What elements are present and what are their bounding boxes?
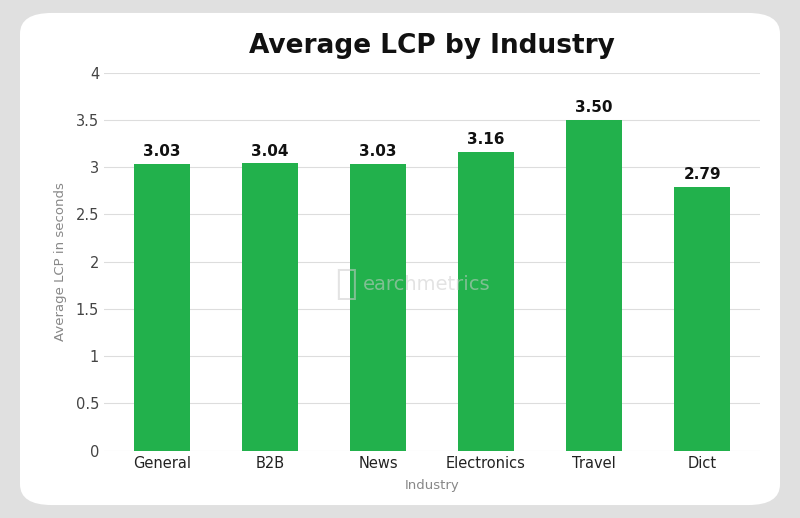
Text: earchmetrics: earchmetrics (363, 275, 490, 294)
Text: 2.79: 2.79 (683, 167, 721, 182)
Bar (674, 187, 730, 451)
Bar (458, 152, 514, 451)
Text: Ⓢ: Ⓢ (335, 267, 357, 301)
Text: 3.03: 3.03 (143, 145, 181, 160)
Text: 3.16: 3.16 (467, 132, 505, 147)
Text: 3.03: 3.03 (359, 145, 397, 160)
Title: Average LCP by Industry: Average LCP by Industry (249, 33, 615, 59)
Bar (242, 163, 298, 451)
Text: 3.04: 3.04 (251, 143, 289, 159)
Bar (566, 120, 622, 451)
Text: 3.50: 3.50 (575, 100, 613, 115)
X-axis label: Industry: Industry (405, 479, 459, 492)
Bar (134, 164, 190, 451)
Y-axis label: Average LCP in seconds: Average LCP in seconds (54, 182, 67, 341)
Bar (350, 164, 406, 451)
